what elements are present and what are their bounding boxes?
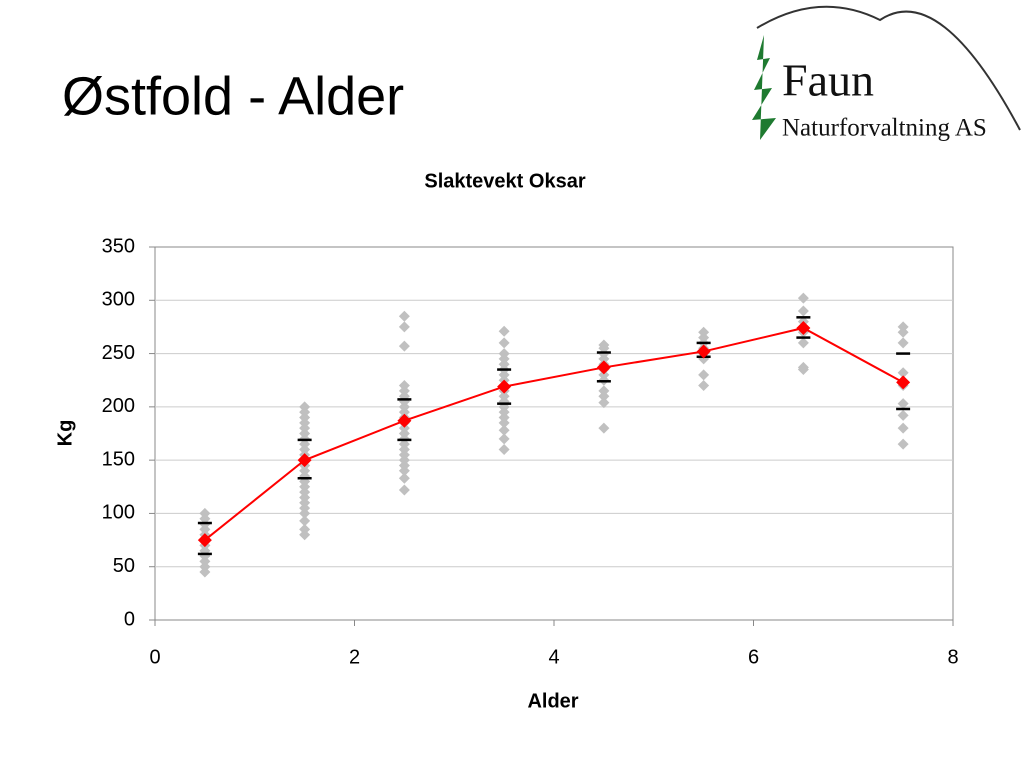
scatter-point <box>299 523 311 535</box>
y-tick-label: 150 <box>102 448 135 470</box>
scatter-point <box>897 409 909 421</box>
y-tick-label: 350 <box>102 235 135 257</box>
scatter-point <box>897 398 909 410</box>
scatter-point <box>797 361 809 373</box>
y-axis-label: Kg <box>54 420 76 447</box>
scatter-point <box>897 438 909 450</box>
scatter-point <box>598 397 610 409</box>
scatter-point <box>797 305 809 317</box>
scatter-point <box>398 472 410 484</box>
scatter-point <box>897 337 909 349</box>
scatter-point <box>398 321 410 333</box>
scatter-point <box>698 380 710 392</box>
scatter-point <box>498 325 510 337</box>
scatter-point <box>498 348 510 360</box>
scatter-point <box>299 515 311 527</box>
scatter-point <box>498 433 510 445</box>
y-tick-label: 0 <box>124 608 135 630</box>
scatter-point <box>598 422 610 434</box>
scatter-point <box>398 340 410 352</box>
x-axis-label: Alder <box>527 690 578 712</box>
scatter-point <box>797 292 809 304</box>
logo: Faun Naturforvaltning AS <box>752 5 1021 142</box>
mean-point <box>596 360 611 375</box>
scatter-point <box>498 424 510 436</box>
scatter-point <box>897 321 909 333</box>
logo-tree <box>752 35 776 140</box>
chart-title: Slaktevekt Oksar <box>424 170 585 192</box>
y-tick-label: 100 <box>102 502 135 524</box>
mean-point <box>397 413 412 428</box>
x-tick-label: 8 <box>947 646 958 668</box>
scatter-point <box>797 337 809 349</box>
scatter-point <box>698 326 710 338</box>
scatter-point <box>598 385 610 397</box>
scatter-point <box>498 337 510 349</box>
mean-line <box>204 326 904 541</box>
mean-point <box>696 344 711 359</box>
y-tick-label: 50 <box>113 555 135 577</box>
scatter-point <box>897 367 909 379</box>
x-tick-label: 0 <box>149 646 160 668</box>
scatter-point <box>498 443 510 455</box>
scatter-point <box>398 310 410 322</box>
mean-point <box>197 533 212 548</box>
scatter-point <box>897 422 909 434</box>
scatter-point <box>698 369 710 381</box>
logo-subtitle: Naturforvaltning AS <box>782 115 987 142</box>
scatter-point <box>398 380 410 392</box>
logo-name: Faun <box>782 55 874 106</box>
y-tick-label: 250 <box>102 342 135 364</box>
scatter-point <box>398 484 410 496</box>
x-tick-label: 4 <box>548 646 559 668</box>
slide-title: Østfold - Alder <box>62 66 404 126</box>
mean-point <box>796 320 811 335</box>
scatter-point <box>299 401 311 413</box>
logo-hills <box>756 5 1021 131</box>
mean-point <box>497 379 512 394</box>
scatter-point <box>199 507 211 519</box>
y-tick-label: 200 <box>102 395 135 417</box>
x-tick-label: 6 <box>748 646 759 668</box>
mean-point <box>297 453 312 468</box>
scatter-point <box>598 339 610 351</box>
mean-point <box>896 375 911 390</box>
y-tick-label: 300 <box>102 289 135 311</box>
plot-area <box>154 246 954 621</box>
x-tick-label: 2 <box>349 646 360 668</box>
